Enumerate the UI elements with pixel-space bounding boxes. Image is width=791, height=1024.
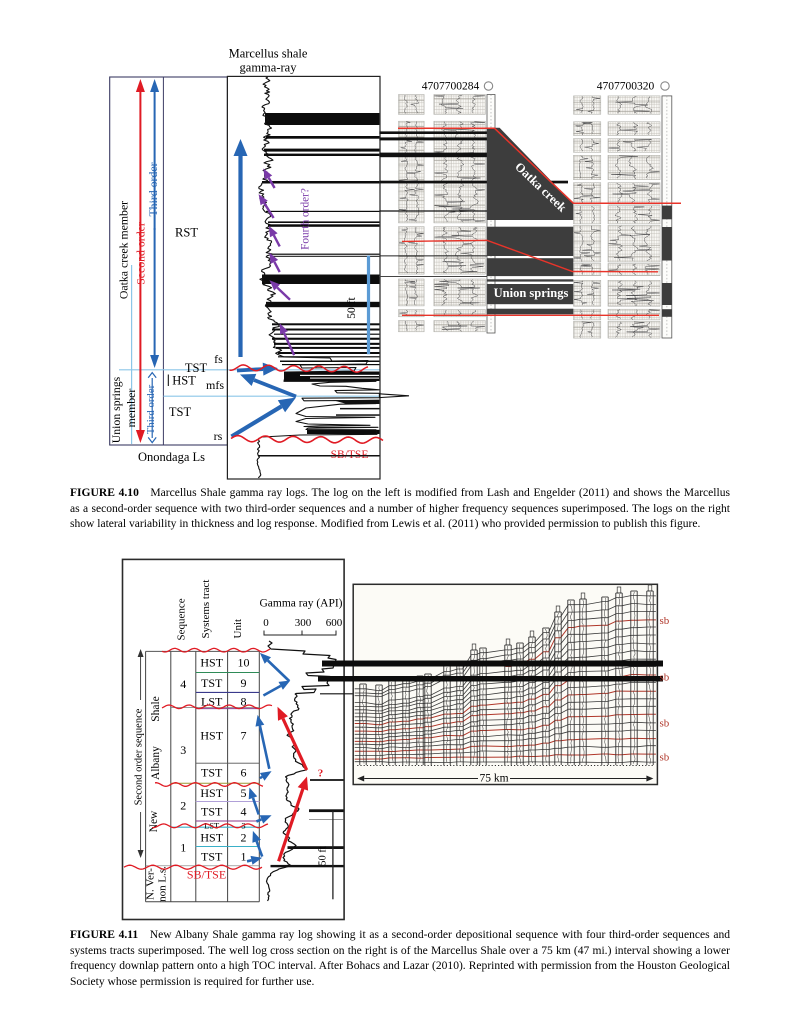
svg-text:SB/TSE: SB/TSE: [187, 868, 226, 882]
svg-text:?: ?: [318, 768, 324, 780]
svg-text:4: 4: [241, 805, 247, 819]
svg-text:gamma-ray: gamma-ray: [240, 61, 298, 75]
svg-text:Sequence: Sequence: [175, 598, 187, 640]
svg-text:HST: HST: [200, 729, 223, 743]
svg-text:New: New: [148, 810, 160, 832]
svg-text:Union springs: Union springs: [109, 376, 123, 443]
svg-text:1: 1: [241, 850, 247, 864]
svg-text:Shale: Shale: [150, 696, 162, 722]
svg-text:N. Ver-: N. Ver-: [144, 868, 156, 900]
svg-text:TST: TST: [201, 766, 223, 780]
svg-text:RST: RST: [175, 226, 198, 240]
svg-text:sb: sb: [660, 615, 670, 627]
svg-text:HST: HST: [200, 786, 223, 800]
svg-text:member: member: [124, 389, 138, 428]
svg-text:fs: fs: [214, 352, 223, 366]
svg-text:8: 8: [241, 695, 247, 709]
svg-text:HST: HST: [200, 656, 223, 670]
svg-text:50 ft: 50 ft: [318, 846, 329, 866]
svg-text:600: 600: [326, 617, 343, 629]
svg-text:TST: TST: [201, 850, 223, 864]
svg-text:LST: LST: [204, 821, 220, 831]
svg-text:Marcellus shale: Marcellus shale: [229, 47, 308, 61]
svg-text:Unit: Unit: [232, 619, 244, 639]
svg-text:4707700284: 4707700284: [422, 81, 480, 93]
svg-text:9: 9: [241, 676, 247, 690]
svg-text:Second order: Second order: [133, 222, 147, 285]
svg-text:TST: TST: [169, 405, 192, 419]
svg-text:Second order sequence: Second order sequence: [134, 708, 145, 805]
svg-text:mfs: mfs: [206, 378, 224, 392]
svg-text:HST: HST: [172, 374, 196, 388]
svg-text:50 ft: 50 ft: [346, 296, 358, 318]
svg-text:sb: sb: [660, 717, 670, 729]
svg-text:2: 2: [241, 831, 247, 845]
svg-text:SB/TSE: SB/TSE: [331, 449, 369, 461]
svg-text:75 km: 75 km: [479, 773, 508, 785]
svg-text:TST: TST: [201, 805, 223, 819]
svg-text:TST: TST: [201, 676, 223, 690]
svg-text:5: 5: [241, 786, 247, 800]
svg-text:Third order: Third order: [145, 384, 157, 434]
svg-text:4707700320: 4707700320: [597, 81, 655, 93]
svg-text:3: 3: [180, 743, 186, 757]
svg-text:2: 2: [180, 799, 186, 813]
svg-text:6: 6: [241, 766, 247, 780]
svg-text:300: 300: [295, 617, 312, 629]
svg-text:1: 1: [180, 841, 186, 855]
svg-text:4: 4: [180, 677, 186, 691]
svg-text:Fourth order?: Fourth order?: [300, 188, 312, 250]
svg-text:Union springs: Union springs: [494, 286, 569, 300]
svg-text:rs: rs: [214, 429, 223, 443]
svg-text:10: 10: [238, 656, 250, 670]
svg-text:Third order: Third order: [146, 162, 160, 216]
svg-text:Oatka creek member: Oatka creek member: [116, 201, 130, 299]
svg-text:Albany: Albany: [150, 746, 162, 780]
svg-text:7: 7: [241, 729, 247, 743]
svg-text:Systems tract: Systems tract: [200, 580, 212, 639]
svg-text:TST: TST: [185, 361, 208, 375]
svg-text:Gamma ray (API): Gamma ray (API): [259, 598, 342, 610]
svg-text:Onondaga Ls: Onondaga Ls: [138, 450, 205, 464]
svg-text:non L.s.: non L.s.: [157, 866, 169, 902]
svg-text:HST: HST: [200, 831, 223, 845]
svg-text:sb: sb: [660, 672, 670, 684]
svg-text:sb: sb: [660, 751, 670, 763]
svg-text:0: 0: [263, 617, 269, 629]
